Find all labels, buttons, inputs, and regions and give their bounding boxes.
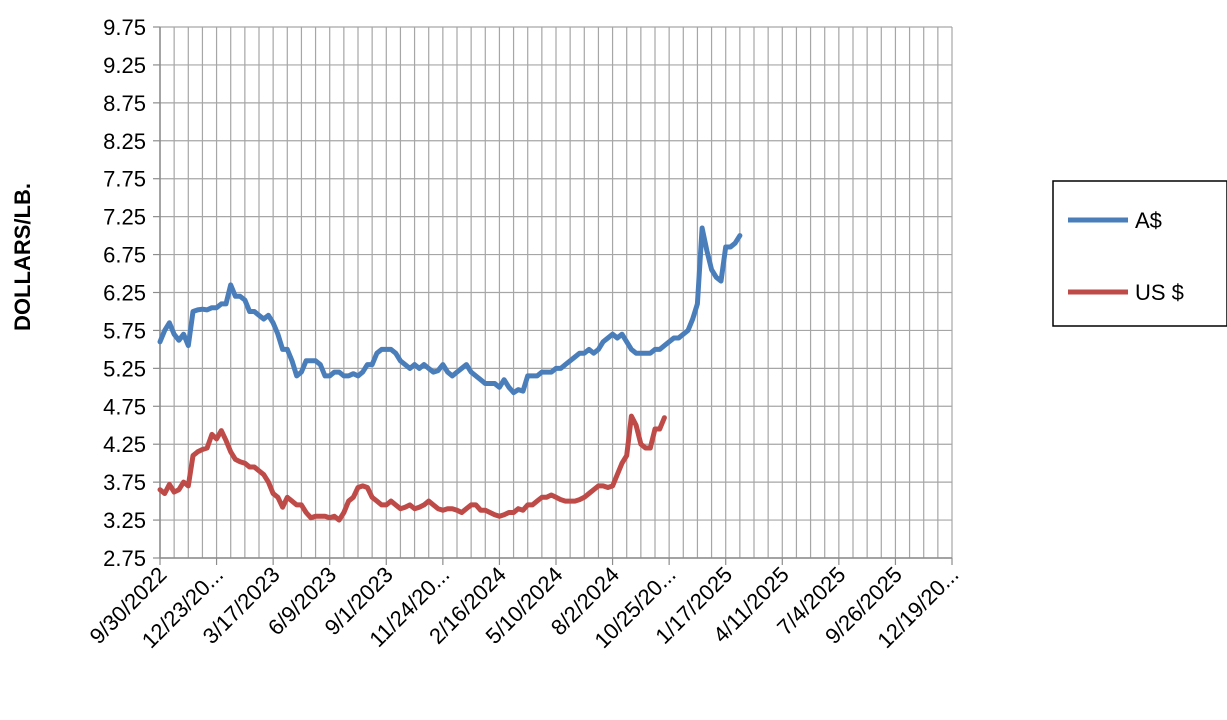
- y-tick-label: 4.25: [103, 432, 146, 457]
- y-tick-label: 9.75: [103, 15, 146, 40]
- series-lines: [157, 225, 743, 523]
- legend-label-a-dollar: A$: [1135, 208, 1162, 233]
- y-tick-label: 3.75: [103, 470, 146, 495]
- y-tick-label: 5.25: [103, 356, 146, 381]
- y-axis-title: DOLLARS/LB.: [10, 183, 35, 331]
- y-tick-label: 8.75: [103, 91, 146, 116]
- series-line-a-dollar: [157, 225, 743, 396]
- y-tick-label: 6.75: [103, 243, 146, 268]
- y-tick-label: 5.75: [103, 318, 146, 343]
- axes: [153, 26, 953, 565]
- y-tick-label: 2.75: [103, 546, 146, 571]
- series-line-us-dollar: [157, 413, 667, 523]
- y-tick-label: 4.75: [103, 394, 146, 419]
- y-tick-label: 6.25: [103, 281, 146, 306]
- y-tick-label: 9.25: [103, 53, 146, 78]
- y-tick-label: 3.25: [103, 508, 146, 533]
- y-axis-ticks: 9.75 9.25 8.75 8.25 7.75 7.25 6.75 6.25 5.75 5.25…: [103, 15, 146, 571]
- y-tick-label: 7.25: [103, 205, 146, 230]
- legend: A$ US $: [1052, 180, 1227, 327]
- legend-label-us-dollar: US $: [1135, 280, 1184, 305]
- x-axis-ticks: 9/30/202212/23/20...3/17/20236/9/20239/1…: [85, 562, 964, 653]
- legend-box: [1052, 180, 1227, 327]
- gridlines: [159, 26, 953, 559]
- y-tick-label: 7.75: [103, 167, 146, 192]
- y-tick-label: 8.25: [103, 129, 146, 154]
